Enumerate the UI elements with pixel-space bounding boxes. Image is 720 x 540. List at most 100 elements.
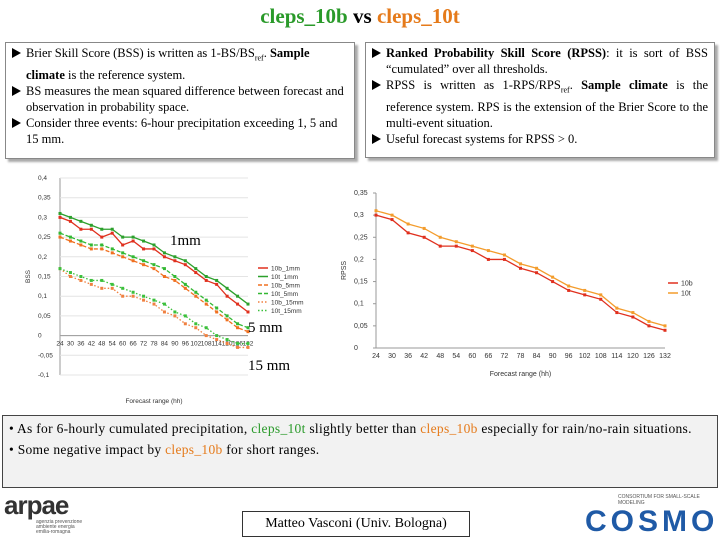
x-tick-label: 78 <box>150 341 158 348</box>
summary-line: • As for 6-hourly cumulated precipitatio… <box>9 421 692 436</box>
cosmo-logo: COSMO <box>585 505 719 538</box>
text: . <box>263 46 270 60</box>
point <box>567 284 571 288</box>
x-tick-label: 84 <box>161 341 169 348</box>
point <box>194 267 198 271</box>
point <box>142 239 146 243</box>
legend-label: 10b <box>681 281 693 288</box>
y-tick-label: 0,15 <box>38 274 51 281</box>
point <box>68 215 72 219</box>
point <box>225 294 229 298</box>
point <box>246 341 250 345</box>
x-tick-label: 102 <box>190 341 201 348</box>
bullet: Ranked Probability Skill Score (RPSS): i… <box>372 45 708 77</box>
point <box>142 247 146 251</box>
point <box>502 253 506 257</box>
x-tick-label: 114 <box>211 341 222 348</box>
point <box>215 282 219 286</box>
x-tick-label: 30 <box>67 341 75 348</box>
y-tick-label: 0,35 <box>38 195 51 202</box>
text: Brier Skill Score (BSS) is written as 1-… <box>26 46 255 60</box>
author: Matteo Vasconi (Univ. Bologna) <box>242 511 470 537</box>
x-tick-label: 102 <box>579 353 591 360</box>
y-tick-label: 0,2 <box>354 256 364 263</box>
point <box>236 341 240 345</box>
point <box>152 267 156 271</box>
point <box>183 282 187 286</box>
y-tick-label: 0,05 <box>354 323 368 330</box>
right-text-box: Ranked Probability Skill Score (RPSS): i… <box>365 42 715 158</box>
point <box>502 257 506 261</box>
point <box>215 338 219 342</box>
text: Sample climate <box>581 78 668 92</box>
point <box>183 263 187 267</box>
point <box>246 302 250 306</box>
point <box>100 227 104 231</box>
point <box>131 259 135 263</box>
point <box>374 209 378 213</box>
point <box>567 288 571 292</box>
point <box>225 286 229 290</box>
legend-label: 10t_15mm <box>271 308 302 315</box>
bullet: BS measures the mean squared difference … <box>12 83 348 115</box>
left-chart-bg <box>30 168 322 411</box>
point <box>89 223 93 227</box>
point <box>599 297 603 301</box>
point <box>152 302 156 306</box>
x-axis-label: Forecast range (hh) <box>125 398 182 405</box>
y-tick-label: -0,05 <box>38 352 53 359</box>
point <box>110 286 114 290</box>
point <box>100 247 104 251</box>
legend-label: 10t_5mm <box>271 291 298 298</box>
text: is the reference system. RPS is the exte… <box>386 78 708 130</box>
point <box>79 219 83 223</box>
x-tick-label: 120 <box>627 353 639 360</box>
x-tick-label: 48 <box>98 341 106 348</box>
x-tick-label: 72 <box>140 341 148 348</box>
point <box>162 255 166 259</box>
y-tick-label: 0,15 <box>354 279 368 286</box>
point <box>454 240 458 244</box>
x-tick-label: 72 <box>501 353 509 360</box>
point <box>204 326 208 330</box>
text: Useful forecast systems for RPSS > 0. <box>386 131 578 146</box>
point <box>68 275 72 278</box>
point <box>89 282 93 286</box>
point <box>422 235 426 239</box>
point <box>647 324 651 328</box>
summary-box: • As for 6-hourly cumulated precipitatio… <box>2 415 718 488</box>
point <box>79 239 83 243</box>
point <box>551 275 555 279</box>
point <box>225 314 229 318</box>
point <box>131 290 135 294</box>
x-tick-label: 96 <box>182 341 190 348</box>
legend-label: 10t <box>681 291 691 298</box>
x-tick-label: 90 <box>549 353 557 360</box>
bullet: Brier Skill Score (BSS) is written as 1-… <box>12 45 348 83</box>
x-tick-label: 54 <box>452 353 460 360</box>
bullet: RPSS is written as 1-RPS/RPSref. Sample … <box>372 77 708 131</box>
point <box>121 255 125 259</box>
text: ref <box>560 85 570 95</box>
point <box>162 251 166 255</box>
point <box>183 322 187 326</box>
point <box>79 227 83 231</box>
point <box>406 222 410 226</box>
point <box>599 293 603 297</box>
point <box>131 294 135 298</box>
text: Ranked Probability Skill Score (RPSS) <box>386 46 607 60</box>
point <box>68 239 72 243</box>
point <box>58 235 62 239</box>
text: Consider three events: 6-hour precipitat… <box>26 115 338 146</box>
point <box>647 319 651 323</box>
point <box>519 262 522 266</box>
point <box>246 345 250 349</box>
point <box>131 239 135 243</box>
x-tick-label: 132 <box>659 353 671 360</box>
point <box>246 326 250 330</box>
point <box>162 302 166 306</box>
y-tick-label: 0 <box>354 345 358 352</box>
summary-line: • Some negative impact by cleps_10b for … <box>9 442 320 457</box>
annotation: 5 mm <box>248 320 283 336</box>
